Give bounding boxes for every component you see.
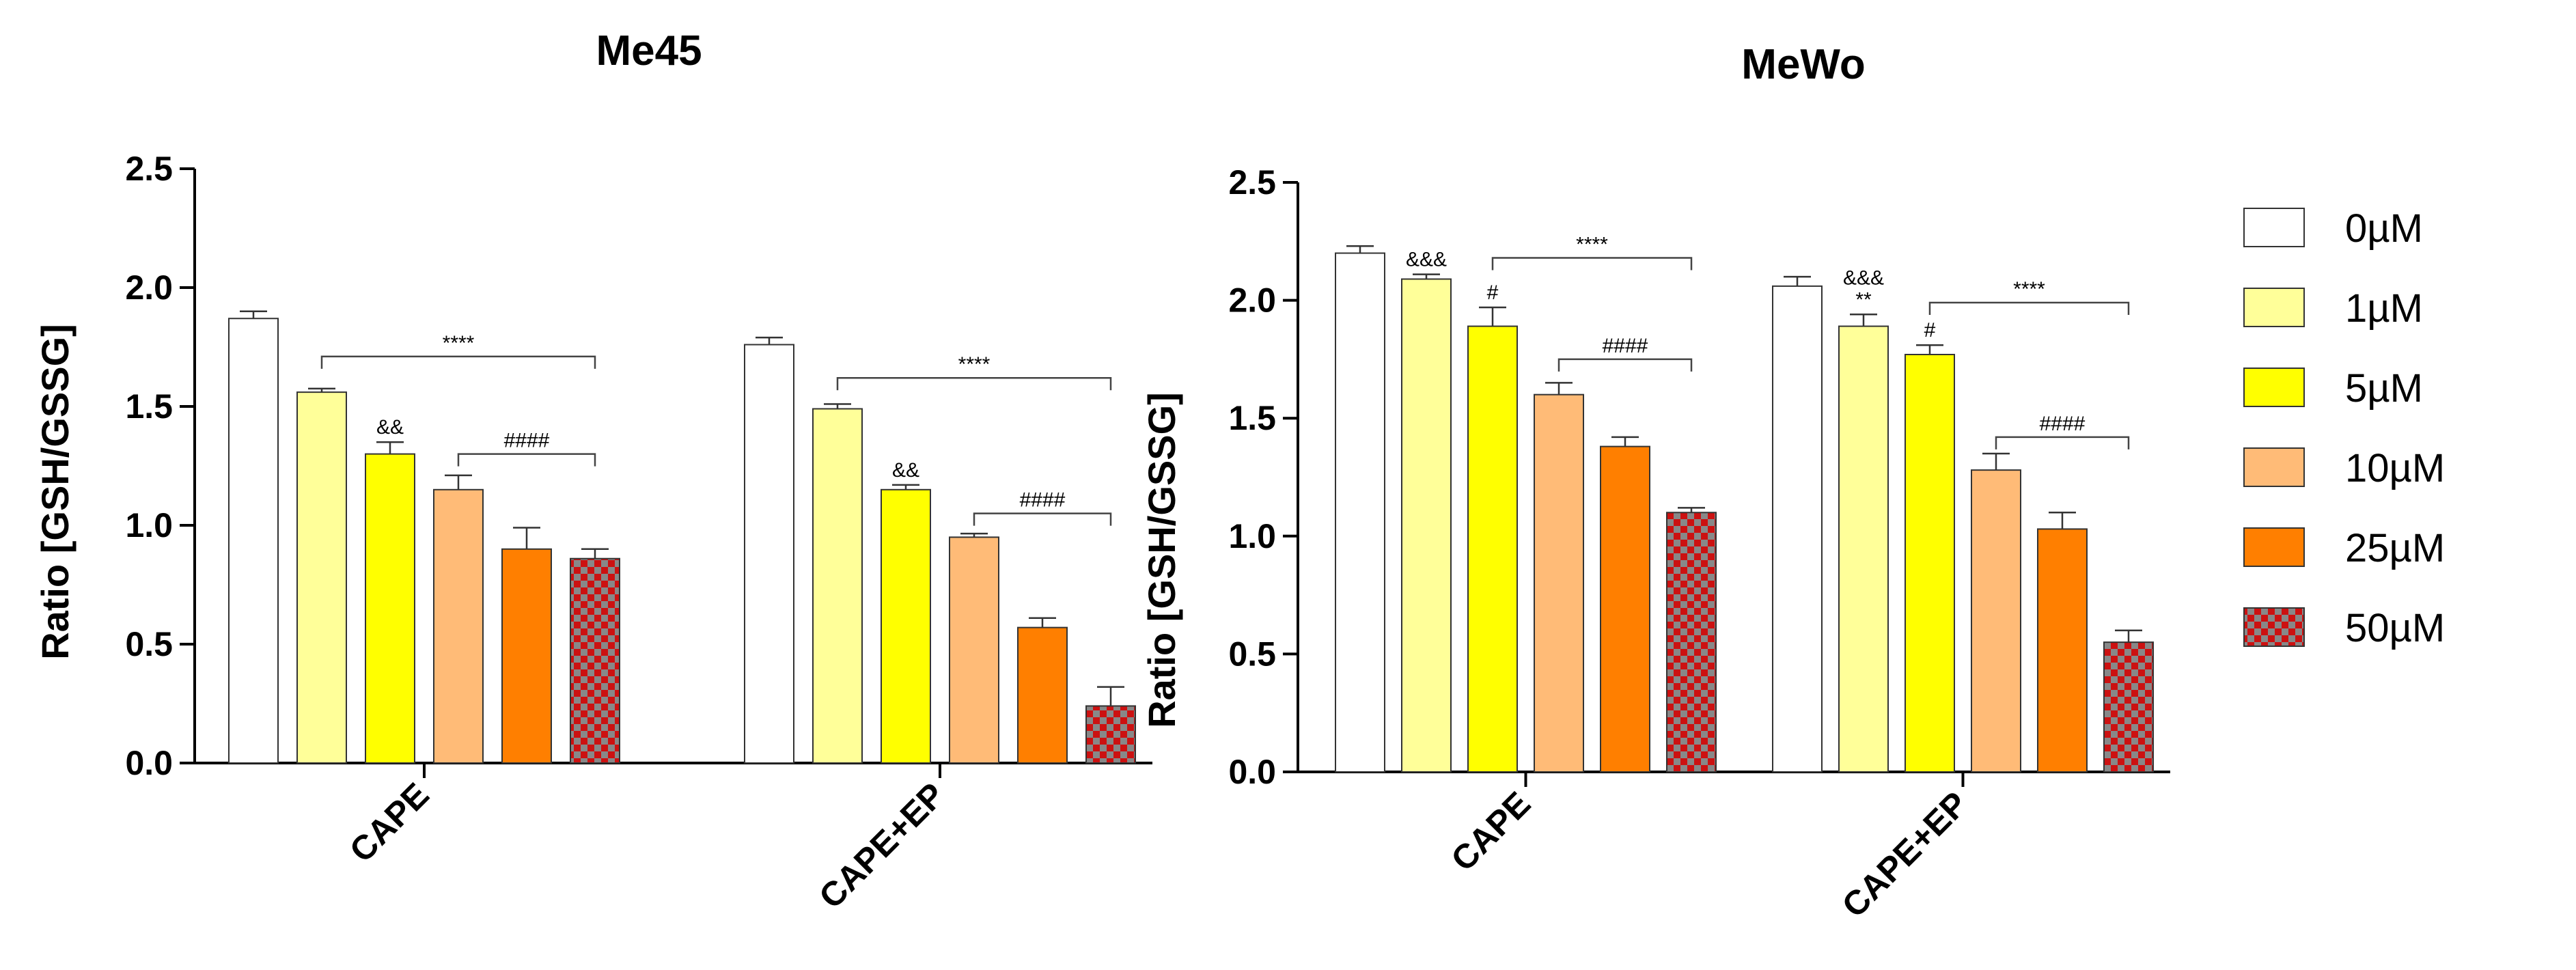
y-tick-label: 0.0: [1228, 753, 1276, 791]
bar: [1401, 278, 1452, 773]
significance-label: ****: [2013, 278, 2045, 301]
bar: [1838, 325, 1889, 773]
bar: [881, 488, 931, 764]
chart-panel-me45: Me45 Ratio [GSH/GSSG] 0.0 0.5 1.0 1.5 2.0 2.5…: [33, 27, 1152, 916]
legend: 0µM 1µM 5µM 10µM 25µM 50µM: [2243, 206, 2445, 650]
bar: [1534, 393, 1584, 773]
significance-label: &&&: [1406, 249, 1447, 271]
significance-label: ####: [1020, 489, 1066, 512]
legend-swatch: [2243, 208, 2305, 247]
y-tick-label: 2.5: [1228, 163, 1276, 202]
y-tick-label: 2.5: [125, 150, 173, 188]
y-tick-label: 1.0: [125, 506, 173, 544]
significance-bracket: [1491, 257, 1693, 271]
significance-bracket: [1995, 436, 2130, 449]
legend-label: 25µM: [2345, 526, 2445, 570]
y-axis-label: Ratio [GSH/GSSG]: [1140, 392, 1183, 728]
x-tick-label: CAPE+EP: [812, 775, 952, 916]
bar: [1905, 353, 1955, 773]
y-tick-label: 1.5: [125, 387, 173, 426]
bar: [296, 391, 347, 764]
chart-panel-mewo: MeWo Ratio [GSH/GSSG] 0.0 0.5 1.0 1.5 2.0 2.5…: [1140, 41, 2170, 925]
legend-label: 5µM: [2345, 366, 2423, 411]
bars: [1335, 245, 2154, 773]
bar: [744, 344, 794, 764]
legend-label: 10µM: [2345, 446, 2445, 490]
significance-label: #: [1487, 281, 1499, 304]
significance-bracket: [973, 512, 1112, 526]
x-tick-label: CAPE: [342, 775, 437, 870]
significance-label: &&: [376, 416, 404, 439]
significance-label: ****: [1576, 233, 1608, 255]
significance-label: ####: [2040, 413, 2086, 435]
annotations: && && **** #### **** ####: [320, 332, 1112, 526]
y-axis-ticks: 0.0 0.5 1.0 1.5 2.0 2.5: [1228, 163, 2170, 791]
legend-swatch: [2243, 607, 2305, 647]
legend-swatch: [2243, 368, 2305, 407]
bar: [1600, 445, 1650, 773]
bar: [1772, 285, 1823, 773]
bar: [365, 453, 415, 764]
annotations: &&&#&&&**#****####****####: [1406, 233, 2130, 449]
significance-bracket: [836, 376, 1112, 391]
x-tick-label: CAPE: [1443, 784, 1538, 878]
legend-swatch: [2243, 288, 2305, 327]
legend-swatch: [2243, 447, 2305, 487]
y-tick-label: 0.0: [125, 744, 173, 782]
y-tick-label: 1.0: [1228, 517, 1276, 555]
significance-bracket: [1928, 301, 2130, 316]
chart-title: Me45: [596, 27, 702, 74]
y-axis-ticks: 0.0 0.5 1.0 1.5 2.0 2.5: [125, 150, 1152, 782]
bar: [501, 548, 552, 764]
significance-label: #: [1924, 319, 1936, 342]
y-tick-label: 2.0: [125, 268, 173, 307]
significance-label: ****: [443, 332, 475, 355]
significance-bracket: [457, 453, 596, 467]
x-tick-label: CAPE+EP: [1835, 784, 1976, 925]
significance-label: ####: [1603, 335, 1648, 357]
bar: [2103, 641, 2154, 773]
bar: [2037, 528, 2088, 773]
significance-label: **: [1855, 288, 1872, 311]
bar: [1971, 469, 2021, 773]
significance-label: ****: [958, 353, 991, 376]
legend-label: 0µM: [2345, 206, 2423, 251]
significance-label: &&: [892, 459, 919, 482]
bars: [228, 310, 1136, 764]
bar: [433, 488, 484, 764]
significance-bracket: [320, 355, 596, 369]
chart-title: MeWo: [1741, 41, 1865, 88]
legend-label: 50µM: [2345, 606, 2445, 650]
bar: [570, 557, 620, 764]
y-axis-label: Ratio [GSH/GSSG]: [33, 324, 77, 660]
significance-label: &&&: [1843, 266, 1884, 289]
y-tick-label: 0.5: [1228, 635, 1276, 673]
bar: [1017, 626, 1068, 764]
legend-swatch: [2243, 527, 2305, 567]
bar: [1085, 705, 1136, 764]
bar: [949, 536, 999, 764]
bar: [812, 408, 863, 764]
category-labels: CAPE CAPE+EP: [1443, 772, 1975, 925]
significance-label: ####: [504, 430, 550, 452]
bar: [1335, 252, 1385, 773]
y-tick-label: 2.0: [1228, 281, 1276, 320]
bar: [1467, 325, 1518, 773]
bar: [228, 318, 279, 764]
category-labels: CAPE CAPE+EP: [342, 763, 952, 916]
bar: [1666, 512, 1717, 773]
legend-label: 1µM: [2345, 286, 2423, 331]
significance-bracket: [1557, 358, 1693, 372]
y-tick-label: 0.5: [125, 625, 173, 663]
y-tick-label: 1.5: [1228, 399, 1276, 437]
